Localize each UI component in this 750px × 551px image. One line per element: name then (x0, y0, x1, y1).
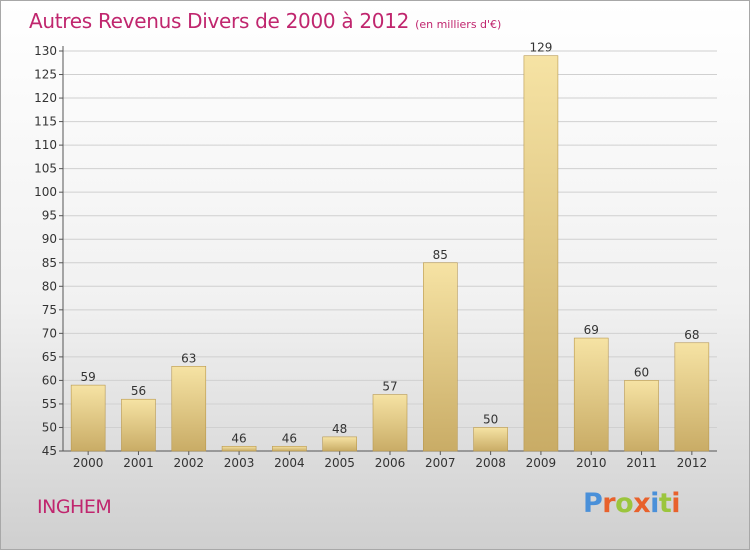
brand-letter: i (671, 488, 681, 519)
data-label-2002: 63 (181, 351, 196, 365)
y-tick-label: 105 (34, 162, 57, 176)
chart-title: Autres Revenus Divers de 2000 à 2012 (en … (29, 9, 501, 33)
brand-letter: t (658, 488, 672, 519)
y-tick-label: 115 (34, 115, 57, 129)
x-tick-label: 2004 (274, 456, 305, 470)
bar-2011 (624, 380, 659, 452)
y-tick-label: 65 (42, 350, 57, 364)
brand-logo: Proxiti (583, 488, 681, 519)
data-label-2004: 46 (282, 431, 297, 445)
y-tick-label: 75 (42, 303, 57, 317)
x-tick-label: 2009 (526, 456, 557, 470)
bar-2012 (674, 342, 710, 452)
brand-letter: P (583, 488, 603, 519)
data-label-2003: 46 (231, 431, 246, 445)
data-label-2007: 85 (433, 248, 448, 262)
bar-2006 (372, 394, 408, 452)
brand-letter: r (602, 488, 616, 519)
bar-2001 (121, 398, 156, 452)
y-tick-label: 95 (42, 209, 57, 223)
brand-letter: o (615, 488, 634, 519)
bars (70, 55, 710, 452)
data-label-2010: 69 (584, 323, 599, 337)
location-name: INGHEM (37, 496, 112, 518)
x-tick-label: 2005 (324, 456, 355, 470)
bar-2010 (573, 337, 609, 452)
x-tick-label: 2006 (375, 456, 406, 470)
bar-2000 (70, 384, 106, 452)
bar-2005 (322, 436, 357, 452)
x-tick-label: 2000 (73, 456, 104, 470)
brand-letter: i (650, 488, 659, 519)
y-tick-label: 50 (42, 420, 57, 434)
x-tick-label: 2007 (425, 456, 456, 470)
y-tick-label: 90 (42, 232, 57, 246)
y-tick-label: 110 (34, 138, 57, 152)
y-tick-label: 85 (42, 256, 57, 270)
y-tick-label: 45 (42, 444, 57, 458)
bar-2003 (221, 445, 257, 452)
x-tick-label: 2012 (677, 456, 708, 470)
x-tick-label: 2003 (224, 456, 255, 470)
x-tick-label: 2010 (576, 456, 607, 470)
brand-letter: x (633, 488, 651, 519)
data-label-2006: 57 (382, 380, 397, 394)
data-label-2012: 68 (684, 328, 699, 342)
y-tick-label: 130 (34, 44, 57, 58)
bar-2002 (171, 365, 207, 452)
bar-2008 (473, 427, 508, 452)
x-tick-label: 2008 (475, 456, 506, 470)
bar-2004 (272, 445, 307, 452)
data-label-2005: 48 (332, 422, 347, 436)
x-tick-label: 2002 (173, 456, 204, 470)
y-tick-label: 100 (34, 185, 57, 199)
y-tick-label: 70 (42, 326, 57, 340)
y-tick-label: 125 (34, 68, 57, 82)
data-label-2009: 129 (529, 41, 552, 55)
data-label-2001: 56 (131, 384, 146, 398)
x-tick-label: 2011 (626, 456, 657, 470)
y-tick-label: 120 (34, 91, 57, 105)
data-label-2011: 60 (634, 365, 649, 379)
data-label-2000: 59 (81, 370, 96, 384)
x-tick-label: 2001 (123, 456, 154, 470)
chart-title-text: Autres Revenus Divers de 2000 à 2012 (29, 9, 410, 33)
y-tick-label: 60 (42, 373, 57, 387)
bar-2007 (423, 262, 458, 452)
data-label-2008: 50 (483, 412, 498, 426)
data-labels: 59 56 63 46 46 48 57 85 50 129 69 60 68 (81, 41, 700, 446)
y-tick-label: 55 (42, 397, 57, 411)
y-tick-label: 80 (42, 279, 57, 293)
bar-2009 (523, 55, 559, 452)
chart-subtitle: (en milliers d'€) (415, 18, 502, 31)
